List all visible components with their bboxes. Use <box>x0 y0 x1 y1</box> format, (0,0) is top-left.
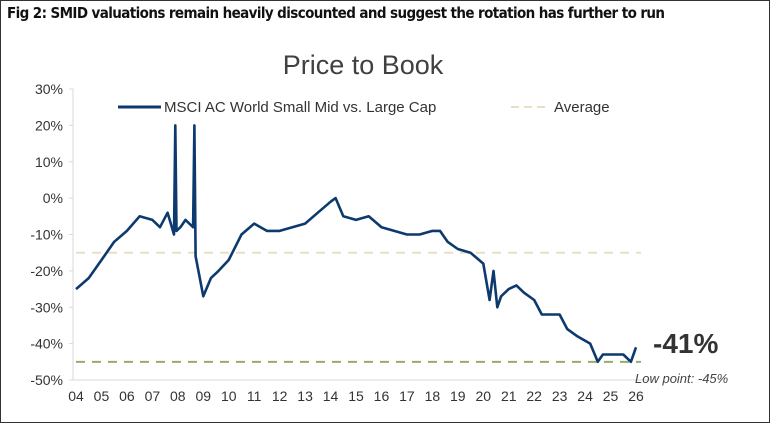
legend-label-msci: MSCI AC World Small Mid vs. Large Cap <box>164 99 436 116</box>
x-tick-label: 09 <box>195 388 211 404</box>
y-tick-label: -30% <box>30 299 63 315</box>
x-tick-label: 06 <box>119 388 135 404</box>
y-tick-label: -40% <box>30 336 63 352</box>
y-tick-label: -20% <box>30 263 63 279</box>
x-tick-label: 14 <box>323 388 339 404</box>
x-tick-label: 21 <box>501 388 517 404</box>
low-point-annotation: Low point: -45% <box>635 371 728 386</box>
legend-label-average: Average <box>554 99 610 116</box>
x-tick-label: 15 <box>348 388 364 404</box>
x-tick-label: 13 <box>297 388 313 404</box>
x-tick-label: 16 <box>374 388 390 404</box>
x-tick-label: 05 <box>94 388 110 404</box>
x-tick-label: 17 <box>399 388 415 404</box>
x-tick-label: 04 <box>68 388 84 404</box>
x-tick-label: 10 <box>221 388 237 404</box>
y-tick-label: -50% <box>30 372 63 388</box>
x-tick-label: 24 <box>577 388 593 404</box>
x-tick-label: 25 <box>603 388 619 404</box>
y-tick-label: 0% <box>43 190 63 206</box>
x-tick-label: 07 <box>145 388 161 404</box>
x-tick-label: 11 <box>247 388 262 404</box>
y-tick-label: 10% <box>35 154 63 170</box>
x-tick-label: 08 <box>170 388 186 404</box>
y-tick-label: -10% <box>30 227 63 243</box>
current-value-annotation: -41% <box>653 328 718 359</box>
x-tick-label: 18 <box>425 388 441 404</box>
y-tick-label: 20% <box>35 117 63 133</box>
chart-title: Price to Book <box>283 50 444 80</box>
x-tick-label: 22 <box>526 388 542 404</box>
y-tick-label: 30% <box>35 81 63 97</box>
x-tick-label: 19 <box>450 388 466 404</box>
x-tick-label: 12 <box>272 388 288 404</box>
x-tick-label: 23 <box>552 388 568 404</box>
x-tick-label: 20 <box>475 388 491 404</box>
x-tick-label: 26 <box>628 388 644 404</box>
figure-caption: Fig 2: SMID valuations remain heavily di… <box>7 4 665 22</box>
series-line-msci <box>75 124 638 364</box>
